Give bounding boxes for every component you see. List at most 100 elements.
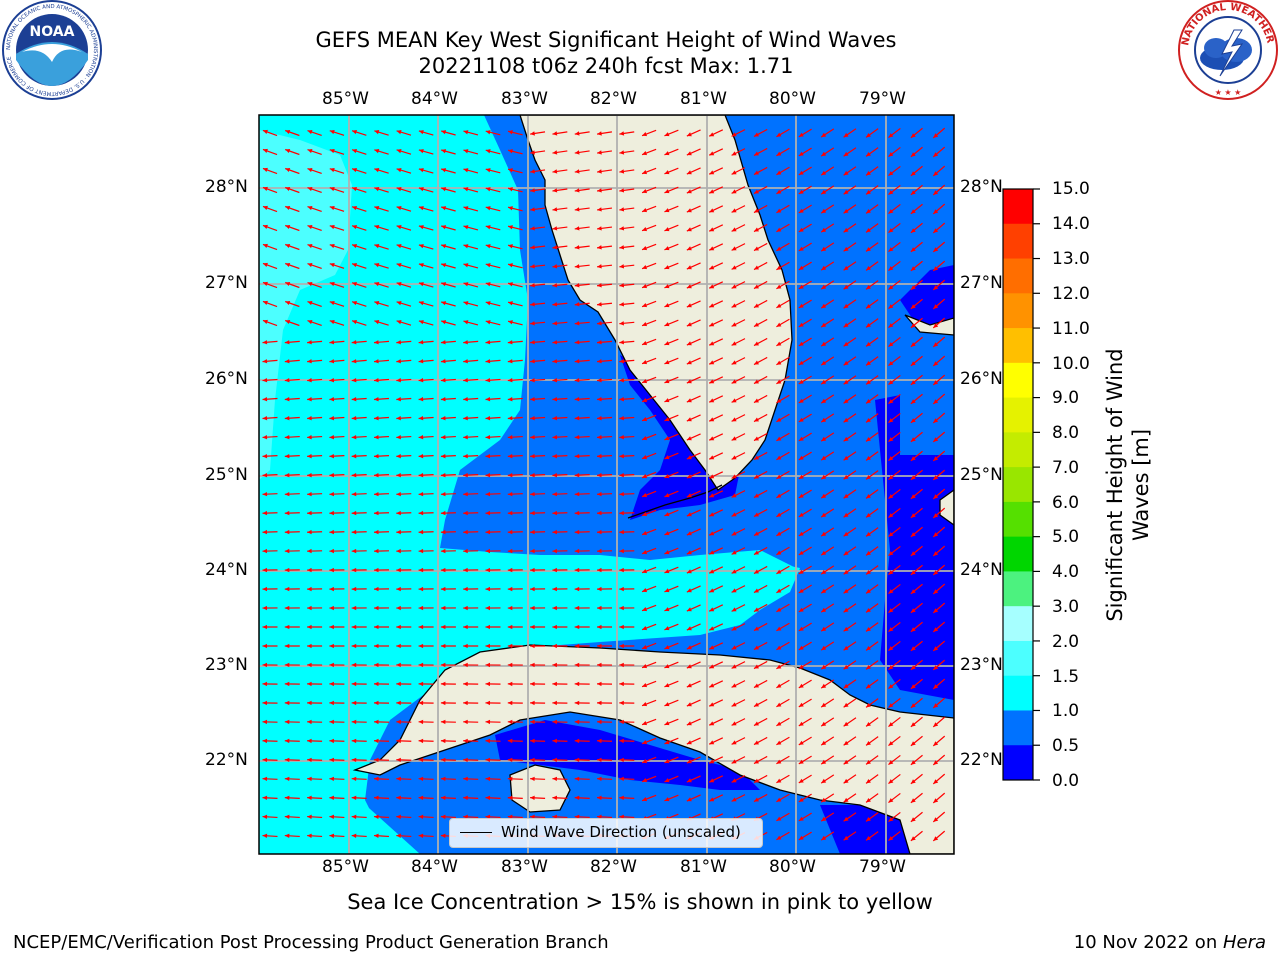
wave-direction-arrowhead	[262, 510, 268, 516]
wave-direction-arrowhead	[463, 795, 468, 801]
wave-direction-arrowhead	[843, 683, 849, 689]
wave-direction-arrowhead	[418, 244, 424, 249]
wave-direction-arrowhead	[776, 531, 782, 536]
wave-direction-arrowhead	[866, 608, 871, 613]
wave-direction-arrowhead	[262, 300, 268, 306]
wave-direction-arrowhead	[552, 131, 558, 136]
wave-direction-arrowhead	[798, 626, 804, 631]
wave-direction-arrowhead	[418, 700, 424, 706]
wave-direction-arrowhead	[910, 589, 916, 594]
wave-direction-arrowhead	[507, 529, 513, 535]
wave-direction-arrowhead	[507, 359, 513, 364]
wave-direction-arrowhead	[374, 624, 379, 630]
wave-direction-arrowhead	[888, 228, 894, 233]
colorbar-tick-label: 0.5	[1052, 736, 1080, 756]
chart-title: GEFS MEAN Key West Significant Height of…	[315, 28, 897, 52]
wave-direction-arrowhead	[485, 130, 491, 135]
wave-direction-arrowhead	[307, 224, 313, 230]
wave-direction-arrowhead	[440, 529, 446, 535]
wave-direction-arrowhead	[686, 702, 692, 707]
lat-label-right: 23°N	[960, 655, 1003, 675]
footer-date: 10 Nov 2022 on Hera	[1074, 932, 1266, 953]
lon-label-bottom: 81°W	[680, 857, 727, 877]
wave-direction-arrowhead	[866, 665, 871, 670]
colorbar-title-line1: Significant Height of Wind	[1103, 348, 1127, 622]
wave-direction-arrowhead	[418, 833, 424, 838]
wave-direction-arrowhead	[351, 681, 357, 687]
wave-direction-arrowhead	[597, 605, 602, 611]
wave-direction-arrowhead	[910, 380, 916, 385]
wave-direction-arrowhead	[821, 569, 827, 575]
wave-direction-arrowhead	[731, 189, 737, 194]
wave-direction-arrowhead	[530, 264, 535, 269]
wave-direction-arrowhead	[753, 493, 759, 498]
wave-direction-arrowhead	[642, 303, 648, 308]
wave-direction-arrowhead	[642, 702, 648, 707]
wave-direction-arrowhead	[843, 493, 849, 499]
wave-direction-arrowhead	[440, 510, 446, 516]
wave-direction-arrowhead	[597, 719, 602, 725]
wave-direction-arrowhead	[933, 437, 939, 442]
wave-direction-arrowhead	[307, 662, 312, 668]
colorbar-tick-label: 2.0	[1052, 632, 1080, 652]
wave-direction-arrowhead	[731, 417, 737, 422]
wave-direction-arrowhead	[329, 224, 335, 230]
wave-direction-arrowhead	[821, 227, 827, 233]
wave-direction-arrowhead	[396, 833, 401, 838]
wave-direction-arrowhead	[574, 662, 580, 668]
wave-direction-arrowhead	[619, 491, 624, 497]
wave-direction-arrowhead	[798, 398, 804, 403]
wave-direction-arrowhead	[552, 567, 557, 573]
wave-direction-arrowhead	[440, 359, 446, 364]
footer-date-text: 10 Nov 2022 on	[1073, 932, 1223, 953]
wave-direction-arrowhead	[933, 361, 939, 366]
wave-direction-arrowhead	[463, 168, 469, 173]
wave-direction-arrowhead	[910, 665, 916, 670]
wave-direction-arrowhead	[597, 510, 602, 516]
wave-direction-arrowhead	[798, 322, 804, 327]
wave-direction-arrowhead	[284, 397, 290, 402]
wave-direction-arrowhead	[307, 397, 312, 402]
wave-direction-arrowhead	[753, 664, 759, 669]
wave-direction-arrowhead	[351, 453, 357, 459]
wave-direction-arrowhead	[418, 662, 424, 668]
wave-direction-arrowhead	[396, 510, 401, 516]
wave-direction-arrowhead	[574, 416, 580, 421]
wave-direction-arrowhead	[507, 397, 513, 402]
wave-direction-arrowhead	[485, 586, 491, 592]
wave-direction-arrowhead	[485, 187, 491, 192]
wave-direction-arrowhead	[329, 624, 334, 630]
wave-direction-arrowhead	[888, 684, 894, 689]
wave-direction-arrowhead	[307, 624, 312, 630]
wave-direction-arrowhead	[485, 244, 491, 249]
wave-direction-arrowhead	[284, 586, 290, 592]
wave-direction-arrowhead	[664, 398, 670, 403]
lon-label-bottom: 84°W	[411, 857, 458, 877]
wave-direction-arrowhead	[440, 548, 446, 554]
wave-direction-arrowhead	[396, 301, 402, 306]
wave-direction-arrowhead	[619, 264, 625, 269]
colorbar-tick-label: 13.0	[1052, 249, 1090, 269]
wave-direction-arrowhead	[776, 417, 782, 422]
wave-direction-arrowhead	[374, 491, 379, 497]
wave-direction-arrowhead	[485, 510, 491, 516]
wave-direction-arrowhead	[597, 416, 602, 421]
lon-label-top: 79°W	[859, 89, 906, 109]
wave-direction-arrowhead	[798, 455, 804, 460]
wave-direction-arrowhead	[888, 494, 894, 499]
wave-direction-arrowhead	[284, 738, 290, 744]
wave-direction-arrowhead	[418, 453, 424, 459]
wave-direction-arrowhead	[418, 340, 424, 345]
wave-direction-arrowhead	[351, 700, 357, 706]
wave-direction-arrowhead	[843, 626, 849, 632]
wave-direction-arrowhead	[530, 169, 535, 174]
wave-direction-arrowhead	[307, 605, 312, 611]
wave-direction-arrowhead	[843, 797, 849, 803]
wave-direction-arrowhead	[307, 205, 313, 211]
wave-direction-arrowhead	[396, 757, 401, 763]
wave-direction-arrowhead	[619, 245, 625, 250]
wave-direction-arrowhead	[597, 776, 602, 782]
wave-direction-arrowhead	[574, 245, 580, 250]
wave-direction-arrowhead	[574, 150, 580, 155]
wave-direction-arrowhead	[709, 189, 715, 194]
